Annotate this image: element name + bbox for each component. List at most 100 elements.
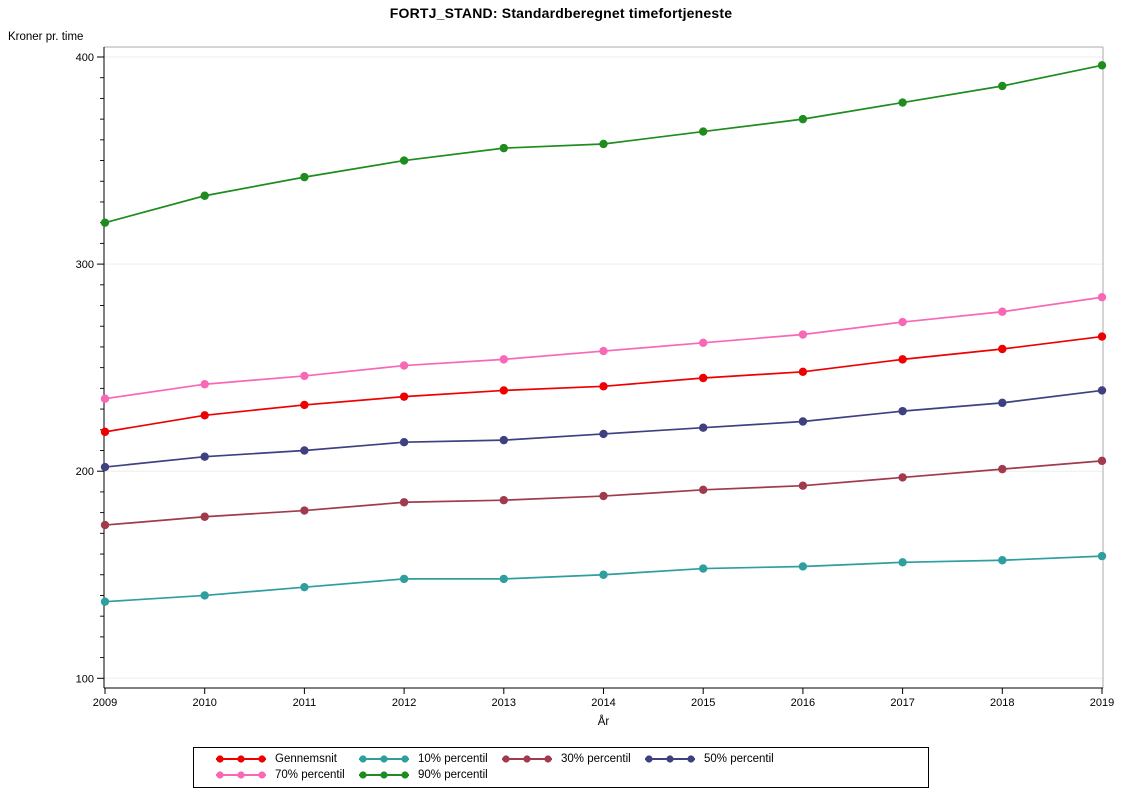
data-point — [699, 564, 708, 573]
data-point — [599, 382, 608, 391]
legend-marker-icon — [502, 755, 552, 763]
data-point — [898, 406, 907, 416]
legend-marker-icon — [359, 755, 409, 763]
data-point — [898, 355, 907, 364]
data-point — [798, 562, 808, 571]
data-point — [898, 558, 907, 567]
x-tick-label: 2011 — [293, 697, 317, 709]
data-point — [499, 495, 508, 505]
data-point — [699, 373, 708, 383]
legend-item-gennemsnit: Gennemsnit — [214, 751, 357, 767]
data-point — [898, 98, 907, 107]
y-tick-label: 200 — [76, 466, 94, 478]
data-point — [998, 556, 1007, 565]
data-point — [1097, 386, 1107, 395]
data-point — [998, 81, 1007, 91]
data-point — [300, 582, 309, 592]
data-point — [1097, 551, 1107, 561]
data-point — [300, 172, 309, 182]
x-axis-title: År — [597, 716, 610, 728]
data-point — [898, 317, 907, 327]
series-line-50-percentil — [104, 389, 1103, 468]
legend-item-50-percentil: 50% percentil — [643, 751, 786, 767]
x-tick-label: 2010 — [192, 697, 216, 709]
y-tick-label: 100 — [76, 673, 94, 685]
data-point — [399, 392, 409, 401]
data-point — [599, 346, 608, 356]
data-point — [798, 330, 808, 339]
data-point — [100, 462, 110, 472]
data-point — [998, 344, 1007, 354]
data-point — [1097, 456, 1107, 466]
data-point — [200, 380, 209, 389]
y-tick-label: 400 — [76, 52, 94, 64]
data-point — [1097, 332, 1107, 341]
data-point — [998, 307, 1007, 316]
data-point — [699, 127, 708, 136]
data-point — [399, 574, 409, 584]
data-point — [100, 394, 110, 403]
data-point — [100, 427, 110, 437]
data-point — [200, 591, 209, 600]
data-point — [798, 481, 808, 490]
x-tick-label: 2016 — [791, 697, 815, 709]
data-point — [300, 506, 309, 515]
data-point — [998, 464, 1007, 474]
data-point — [998, 398, 1007, 408]
data-point — [898, 473, 907, 482]
data-point — [200, 452, 209, 461]
data-point — [100, 218, 110, 227]
legend-label: 30% percentil — [561, 753, 631, 765]
legend-label: 90% percentil — [418, 769, 488, 781]
series-10-percentil — [100, 551, 1107, 606]
legend-marker-icon — [216, 755, 266, 763]
legend-item-30-percentil: 30% percentil — [500, 751, 643, 767]
series-50-percentil — [100, 386, 1107, 472]
data-point — [599, 491, 608, 501]
x-tick-label: 2015 — [691, 697, 715, 709]
legend-item-90-percentil: 90% percentil — [357, 767, 500, 783]
x-tick-label: 2014 — [591, 697, 615, 709]
data-point — [399, 361, 409, 370]
legend-marker-icon — [216, 771, 266, 779]
y-tick-label: 300 — [76, 259, 94, 271]
data-point — [699, 338, 708, 347]
x-tick-label: 2018 — [990, 697, 1014, 709]
data-point — [300, 371, 309, 381]
data-point — [499, 386, 508, 395]
data-point — [200, 411, 209, 420]
y-axis-unit-label: Kroner pr. time — [8, 31, 84, 43]
data-point — [699, 423, 708, 432]
chart-title: FORTJ_STAND: Standardberegnet timefortje… — [389, 5, 733, 21]
data-point — [300, 446, 309, 455]
data-point — [399, 156, 409, 165]
x-tick-label: 2019 — [1090, 697, 1114, 709]
data-point — [798, 417, 808, 426]
x-tick-label: 2013 — [492, 697, 516, 709]
legend-item-10-percentil: 10% percentil — [357, 751, 500, 767]
data-point — [599, 570, 608, 579]
series-gennemsnit — [100, 332, 1107, 437]
data-point — [499, 574, 508, 584]
data-point — [599, 429, 608, 439]
legend-label: Gennemsnit — [275, 753, 338, 765]
data-point — [200, 191, 209, 200]
series-30-percentil — [100, 456, 1107, 530]
legend-label: 10% percentil — [418, 753, 488, 765]
data-point — [699, 485, 708, 495]
data-point — [499, 143, 508, 153]
data-point — [499, 435, 508, 445]
data-point — [399, 438, 409, 447]
data-point — [798, 367, 808, 376]
x-tick-label: 2012 — [392, 697, 416, 709]
data-point — [798, 114, 808, 124]
legend-marker-icon — [645, 755, 695, 763]
data-point — [200, 512, 209, 521]
data-point — [100, 520, 110, 530]
x-tick-label: 2009 — [93, 697, 117, 709]
legend-item-70-percentil: 70% percentil — [214, 767, 357, 783]
legend-marker-icon — [359, 771, 409, 779]
plot-area: 100 200 300 400 2009 2010 2011 2012 2013 2014 2015… — [76, 46, 1114, 709]
data-point — [100, 597, 110, 606]
series-70-percentil — [100, 293, 1107, 403]
